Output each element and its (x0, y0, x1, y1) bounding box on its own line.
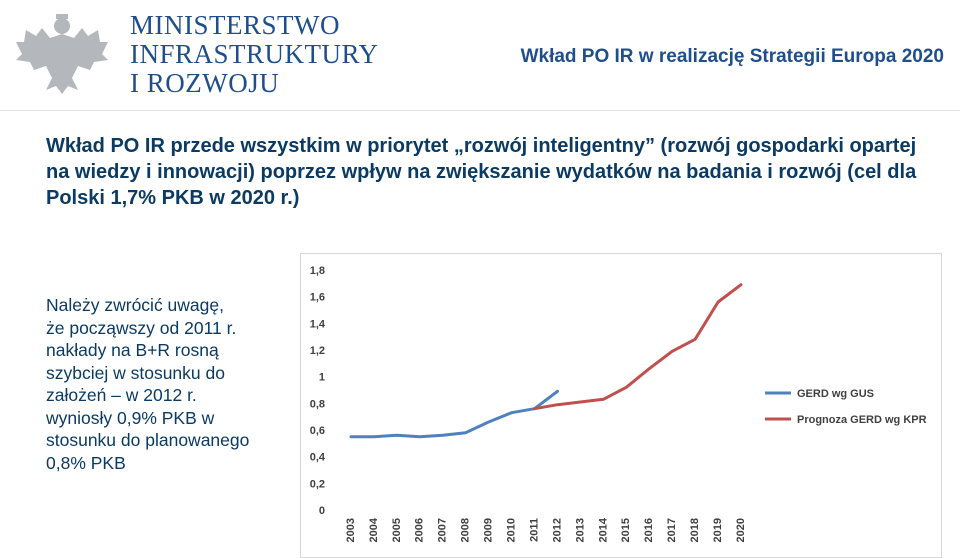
x-tick-label: 2017 (666, 518, 678, 542)
logo-line-2: INFRASTRUKTURY (130, 39, 379, 69)
chart-svg: 0 0,2 0,4 0,6 0,8 1 1,2 1,4 1,6 1,8 2003 2004 2005 20… (310, 265, 927, 542)
x-tick-label: 2012 (551, 518, 563, 542)
y-tick-label: 0,4 (310, 452, 326, 464)
x-tick-label: 2020 (735, 518, 747, 542)
eagle-emblem-icon (16, 14, 108, 94)
page-title: Wkład PO IR w realizację Strategii Europ… (520, 46, 944, 67)
ministry-logo: MINISTERSTWO INFRASTRUKTURY I ROZWOJU (12, 8, 378, 98)
x-tick-label: 2003 (345, 518, 357, 542)
x-tick-label: 2007 (437, 518, 449, 542)
x-tick-label: 2009 (483, 518, 495, 542)
series-line-1 (349, 389, 559, 439)
x-tick-label: 2008 (460, 518, 472, 542)
x-tick-label: 2004 (368, 517, 380, 542)
gerd-chart: 0 0,2 0,4 0,6 0,8 1 1,2 1,4 1,6 1,8 2003 2004 2005 20… (300, 253, 942, 558)
y-tick-label: 0,8 (310, 398, 325, 410)
note-line: wyniosły 0,9% PKB w (46, 407, 215, 428)
note-line: założeń – w 2012 r. (46, 385, 197, 405)
logo-line-3: I ROZWOJU (130, 68, 280, 98)
y-tick-label: 0 (319, 505, 325, 517)
y-tick-label: 1,2 (310, 345, 325, 357)
note-line: że począwszy od 2011 r. (46, 317, 237, 338)
note-text: Należy zwrócić uwagę, że począwszy od 20… (46, 294, 301, 474)
x-tick-label: 2006 (414, 518, 426, 542)
legend-label-2: Prognoza GERD wg KPR (797, 414, 927, 426)
main-statement: Wkład PO IR przede wszystkim w priorytet… (46, 135, 917, 209)
series-line-2 (533, 283, 743, 411)
x-tick-label: 2005 (391, 518, 403, 542)
note-line: nakłady na B+R rosną (46, 340, 219, 360)
x-tick-label: 2016 (643, 518, 655, 542)
y-tick-label: 1,4 (310, 318, 326, 330)
logo-line-1: MINISTERSTWO (130, 10, 340, 40)
y-tick-label: 0,2 (310, 478, 325, 490)
note-line: stosunku do planowanego (46, 430, 250, 450)
x-tick-label: 2014 (597, 517, 609, 542)
legend-label-1: GERD wg GUS (797, 388, 874, 400)
x-tick-label: 2011 (528, 518, 540, 542)
header-divider (0, 110, 960, 111)
x-tick-label: 2018 (689, 518, 701, 542)
x-tick-label: 2019 (712, 518, 724, 542)
note-line: Należy zwrócić uwagę, (46, 295, 224, 315)
y-tick-label: 0,6 (310, 425, 325, 437)
x-tick-label: 2015 (620, 518, 632, 542)
y-tick-label: 1,8 (310, 265, 325, 277)
x-tick-label: 2010 (505, 518, 517, 542)
y-tick-label: 1 (319, 372, 325, 384)
note-line: 0,8% PKB (46, 452, 126, 473)
y-tick-label: 1,6 (310, 292, 325, 304)
x-tick-label: 2013 (574, 518, 586, 542)
note-line: szybciej w stosunku do (46, 362, 225, 383)
